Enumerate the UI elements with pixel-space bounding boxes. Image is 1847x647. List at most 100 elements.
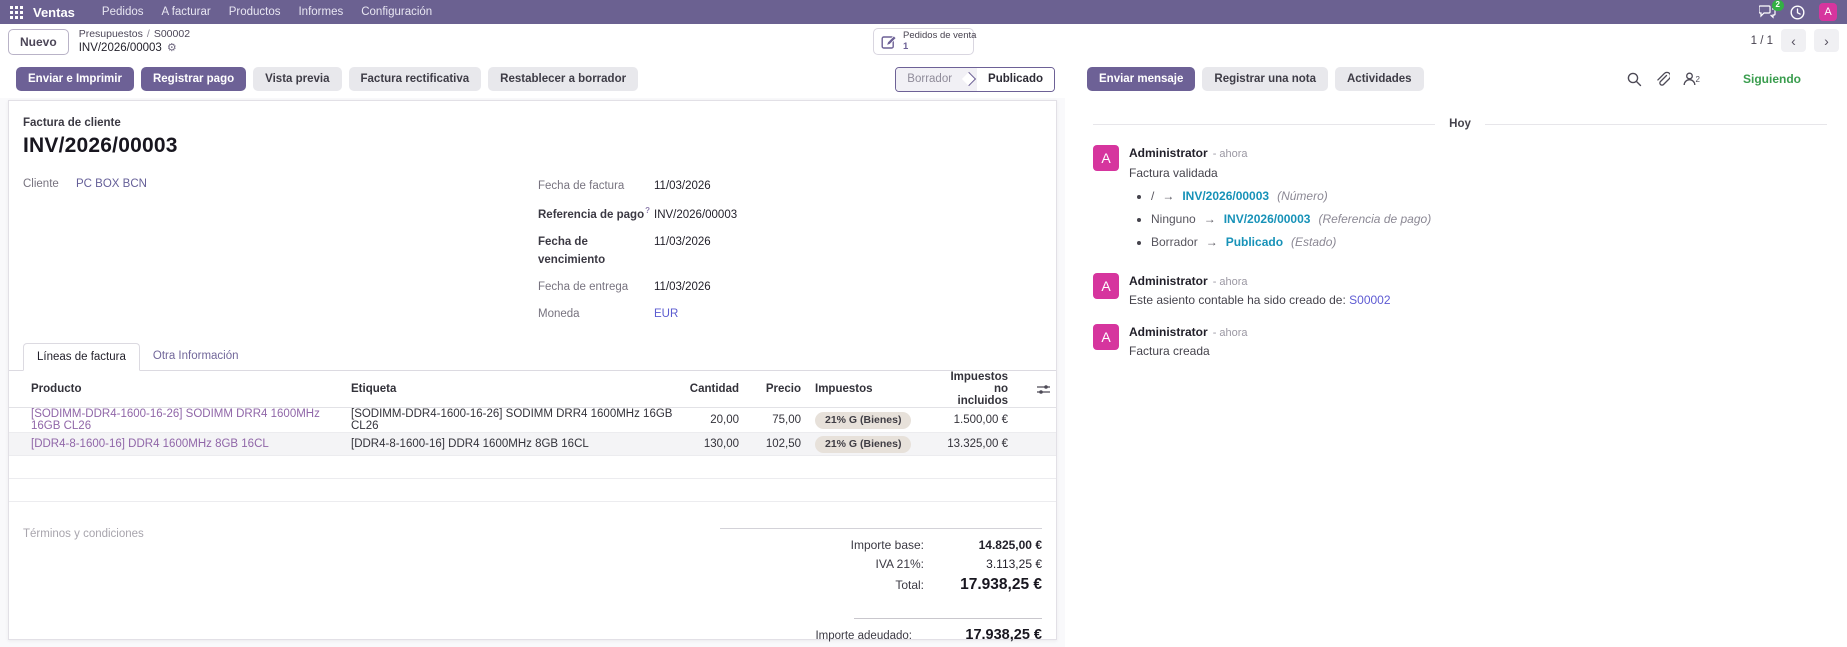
terms-placeholder[interactable]: Términos y condiciones	[23, 528, 144, 541]
messages-button[interactable]: 2	[1759, 0, 1784, 19]
credit-note-button[interactable]: Factura rectificativa	[348, 67, 482, 91]
apps-menu-icon[interactable]	[10, 4, 29, 21]
message-author: Administrator	[1129, 146, 1208, 160]
send-print-button[interactable]: Enviar e Imprimir	[16, 67, 134, 91]
chevron-left-icon: ‹	[1791, 32, 1796, 49]
activities-button[interactable]: Actividades	[1335, 67, 1424, 91]
message-text: Factura validada	[1129, 165, 1218, 180]
message-time: - ahora	[1212, 275, 1248, 288]
register-payment-button[interactable]: Registrar pago	[140, 67, 247, 91]
avatar: A	[1093, 145, 1119, 171]
app-name[interactable]: Ventas	[33, 4, 75, 20]
message-author: Administrator	[1129, 324, 1208, 339]
record-actions-gear-icon[interactable]: ⚙	[166, 41, 177, 54]
sale-orders-stat-button[interactable]: Pedidos de venta 1	[873, 28, 976, 55]
header-impuestos-no-incluidos[interactable]: Impuestos no incluidos	[950, 371, 1008, 408]
due-date-value[interactable]: 11/03/2026	[654, 236, 711, 249]
old-value: Ninguno	[1151, 212, 1196, 227]
customer-field: Cliente PC BOX BCN	[23, 178, 538, 333]
edit-pencil-icon	[881, 34, 897, 50]
field-invoice-date: Fecha de factura 11/03/2026	[538, 178, 828, 195]
send-message-button[interactable]: Enviar mensaje	[1087, 67, 1196, 91]
cell-cantidad: 20,00	[710, 414, 739, 427]
table-header-row: Producto Etiqueta Cantidad Precio Impues…	[9, 371, 1056, 409]
empty-table-row[interactable]	[9, 456, 1056, 480]
pager-previous-button[interactable]: ‹	[1781, 29, 1806, 52]
status-borrador[interactable]: Borrador	[896, 67, 964, 91]
header-cantidad[interactable]: Cantidad	[689, 383, 739, 396]
tab-lineas-de-factura[interactable]: Líneas de factura	[23, 343, 140, 372]
untaxed-value: 14.825,00 €	[978, 538, 1042, 553]
tab-otra-informacion[interactable]: Otra Información	[152, 350, 239, 363]
header-precio[interactable]: Precio	[765, 383, 801, 396]
header-impuestos[interactable]: Impuestos	[815, 383, 873, 396]
optional-columns-icon[interactable]	[1030, 384, 1056, 395]
menu-informes[interactable]: Informes	[298, 6, 344, 18]
untaxed-label: Importe base:	[850, 538, 924, 553]
breadcrumb-s00002[interactable]: S00002	[153, 28, 191, 41]
table-row[interactable]: [SODIMM-DDR4-1600-16-26] SODIMM DRR4 160…	[9, 408, 1056, 434]
help-icon: ?	[645, 206, 650, 216]
field-currency: Moneda EUR	[538, 306, 828, 323]
total-label: Total:	[895, 578, 924, 593]
notebook: Líneas de factura Otra Información Produ…	[9, 343, 1056, 503]
message-time: - ahora	[1212, 148, 1248, 160]
new-value: INV/2026/00003	[1223, 212, 1311, 227]
header-producto[interactable]: Producto	[31, 383, 82, 396]
header-etiqueta[interactable]: Etiqueta	[351, 383, 397, 396]
chevron-right-icon: ›	[1824, 32, 1829, 49]
untaxed-amount-row: Importe base: 14.825,00 €	[720, 538, 1042, 552]
form-action-buttons: Enviar e Imprimir Registrar pago Vista p…	[0, 60, 1065, 98]
source-order-link[interactable]: S00002	[1349, 293, 1391, 308]
attachments-button[interactable]	[1655, 71, 1670, 87]
pager-next-button[interactable]: ›	[1814, 29, 1839, 52]
payment-ref-label: Referencia de pago?	[538, 206, 650, 222]
currency-link[interactable]: EUR	[654, 308, 679, 321]
log-note-button[interactable]: Registrar una nota	[1202, 67, 1328, 91]
delivery-date-value[interactable]: 11/03/2026	[654, 280, 711, 293]
new-button[interactable]: Nuevo	[8, 29, 69, 55]
menu-productos[interactable]: Productos	[228, 6, 281, 18]
field-delivery-date: Fecha de entrega 11/03/2026	[538, 279, 828, 296]
status-bar: Borrador Publicado	[895, 66, 1055, 92]
invoice-date-value[interactable]: 11/03/2026	[654, 180, 711, 192]
paperclip-icon	[1656, 71, 1670, 86]
divider-line	[1093, 123, 1436, 125]
sheet-bottom: Términos y condiciones Importe base: 14.…	[9, 502, 1056, 643]
user-avatar[interactable]: A	[1819, 3, 1837, 21]
tracking-change-number: / → INV/2026/00003 (Número)	[1151, 188, 1431, 204]
preview-button[interactable]: Vista previa	[253, 67, 342, 91]
customer-link[interactable]: PC BOX BCN	[76, 178, 147, 190]
following-toggle[interactable]: Siguiendo	[1743, 72, 1801, 86]
pager-counter: 1 / 1	[1750, 34, 1773, 47]
menu-a-facturar[interactable]: A facturar	[161, 6, 211, 18]
activities-clock-button[interactable]	[1790, 4, 1805, 20]
menu-pedidos[interactable]: Pedidos	[101, 6, 144, 18]
cell-etiqueta: [SODIMM-DDR4-1600-16-26] SODIMM DRR4 160…	[351, 408, 673, 433]
menu-configuracion[interactable]: Configuración	[361, 6, 433, 18]
reset-to-draft-button[interactable]: Restablecer a borrador	[488, 67, 639, 91]
field-name: (Referencia de pago)	[1318, 212, 1432, 227]
status-publicado[interactable]: Publicado	[977, 67, 1054, 91]
followers-button[interactable]: 2	[1683, 72, 1700, 86]
payment-ref-value[interactable]: INV/2026/00003	[654, 209, 738, 222]
breadcrumb-presupuestos[interactable]: Presupuestos	[78, 28, 143, 41]
tax-badge: 21% G (Bienes)	[815, 435, 912, 454]
product-link[interactable]: [DDR4-8-1600-16] DDR4 1600MHz 8GB 16CL	[31, 438, 269, 451]
message-time: - ahora	[1212, 326, 1248, 339]
notebook-tabs: Líneas de factura Otra Información	[9, 343, 1056, 372]
messages-count-badge: 2	[1771, 0, 1784, 11]
search-messages-button[interactable]	[1627, 72, 1642, 87]
tax-label: IVA 21%:	[875, 557, 924, 572]
breadcrumb-separator: /	[146, 28, 150, 41]
chatter-icons: 2	[1627, 71, 1700, 87]
followers-count: 2	[1695, 74, 1700, 84]
empty-table-row[interactable]	[9, 479, 1056, 503]
cell-cantidad: 130,00	[703, 438, 739, 451]
product-link[interactable]: [SODIMM-DDR4-1600-16-26] SODIMM DRR4 160…	[31, 408, 320, 433]
table-row[interactable]: [DDR4-8-1600-16] DDR4 1600MHz 8GB 16CL […	[9, 433, 1056, 457]
invoice-date-label: Fecha de factura	[538, 180, 625, 192]
breadcrumb-path: Presupuestos / S00002	[79, 28, 190, 41]
chatter-panel: Hoy A Administrator - ahora Factura vali…	[1065, 98, 1847, 647]
new-value: INV/2026/00003	[1182, 189, 1270, 204]
